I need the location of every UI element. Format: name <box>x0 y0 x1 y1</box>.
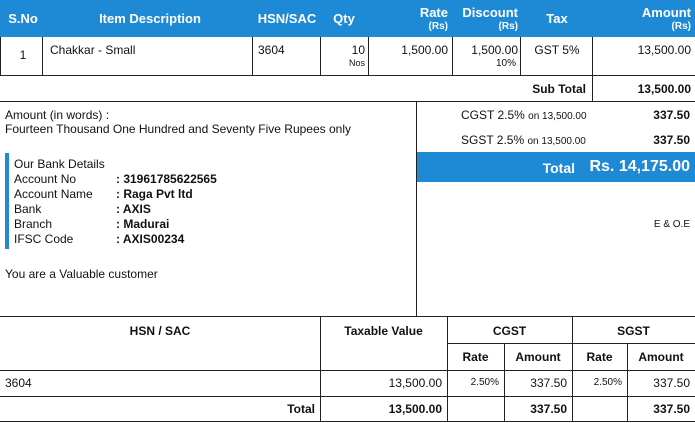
item-hsn-sac: 3604 <box>258 43 285 57</box>
item-description: Chakkar - Small <box>50 43 136 57</box>
subtotal-label: Sub Total <box>532 82 586 96</box>
bank-label-bank: Bank <box>14 202 42 216</box>
hsn-row-cgst-rate: 2.50% <box>470 377 499 388</box>
sgst-label-text: SGST 2.5% <box>461 133 525 147</box>
divider <box>0 37 1 75</box>
header-tax: Tax <box>546 11 568 26</box>
subtotal-value: 13,500.00 <box>637 82 691 96</box>
header-discount: Discount <box>462 5 518 20</box>
header-rate-unit: (Rs) <box>428 21 448 32</box>
divider <box>252 37 253 75</box>
divider <box>320 316 321 422</box>
hsn-row-sgst-amount: 337.50 <box>653 376 690 390</box>
customer-note: You are a Valuable customer <box>5 267 158 281</box>
bank-label-branch: Branch <box>14 217 53 231</box>
divider <box>0 101 695 102</box>
total-value: Rs. 14,175.00 <box>589 158 690 175</box>
bank-value-account-name: : Raga Pvt ltd <box>116 187 193 201</box>
divider <box>0 396 695 397</box>
divider <box>0 421 695 422</box>
bank-accent-bar <box>5 153 9 249</box>
amount-in-words-value: Fourteen Thousand One Hundred and Sevent… <box>5 122 351 136</box>
bank-value-ifsc: : AXIS00234 <box>116 232 185 246</box>
item-qty-unit: Nos <box>348 58 365 68</box>
header-qty: Qty <box>333 11 355 26</box>
hsn-total-label: Total <box>287 402 315 416</box>
hsn-row-sgst-rate: 2.50% <box>593 377 622 388</box>
divider <box>42 37 43 75</box>
item-rate: 1,500.00 <box>401 43 448 57</box>
hsn-total-taxable-value: 13,500.00 <box>388 402 442 416</box>
eoe-text: E & O.E <box>653 219 690 230</box>
bank-label-ifsc: IFSC Code <box>14 232 74 246</box>
divider <box>0 370 695 371</box>
bank-label-account-name: Account Name <box>14 187 93 201</box>
divider <box>368 37 369 75</box>
item-sno: 1 <box>19 48 27 62</box>
hsn-header-cgst-rate: Rate <box>462 350 489 364</box>
bank-value-bank: : AXIS <box>116 202 151 216</box>
header-hsn-sac: HSN/SAC <box>257 11 317 26</box>
divider <box>504 343 505 422</box>
hsn-total-cgst-amount: 337.50 <box>530 402 567 416</box>
divider <box>447 343 695 344</box>
sgst-on-amount: on 13,500.00 <box>527 136 586 147</box>
bank-label-account-no: Account No <box>14 172 77 186</box>
bank-value-branch: : Madurai <box>116 217 170 231</box>
hsn-header-sgst: SGST <box>617 324 650 338</box>
header-sno: S.No <box>8 11 38 26</box>
header-amount: Amount <box>641 5 691 20</box>
bank-title: Our Bank Details <box>14 157 105 171</box>
cgst-label: CGST 2.5% on 13,500.00 <box>461 108 587 122</box>
items-table-header <box>0 0 695 37</box>
hsn-header-taxable-value: Taxable Value <box>344 324 423 338</box>
sgst-value: 337.50 <box>653 133 690 147</box>
item-qty: 10 <box>351 43 365 57</box>
amount-in-words-label: Amount (in words) : <box>5 108 110 122</box>
divider <box>416 101 417 316</box>
header-amount-unit: (Rs) <box>671 21 691 32</box>
cgst-value: 337.50 <box>653 108 690 122</box>
divider <box>447 316 448 422</box>
cgst-on-amount: on 13,500.00 <box>528 111 587 122</box>
item-discount: 1,500.00 <box>471 43 518 57</box>
header-rate: Rate <box>419 5 448 20</box>
divider <box>627 343 628 422</box>
item-discount-pct: 10% <box>495 58 516 69</box>
divider <box>320 37 321 75</box>
item-tax: GST 5% <box>534 43 580 57</box>
hsn-row-taxable-value: 13,500.00 <box>388 376 442 390</box>
hsn-row-cgst-amount: 337.50 <box>530 376 567 390</box>
hsn-row-hsn-sac: 3604 <box>5 376 32 390</box>
hsn-header-hsn-sac: HSN / SAC <box>129 324 191 338</box>
divider <box>592 37 593 101</box>
hsn-total-sgst-amount: 337.50 <box>653 402 690 416</box>
sgst-label: SGST 2.5% on 13,500.00 <box>461 133 586 147</box>
total-bar <box>417 152 695 182</box>
divider <box>520 37 521 75</box>
cgst-label-text: CGST 2.5% <box>461 108 525 122</box>
bank-value-account-no: : 31961785622565 <box>116 172 217 186</box>
header-item-description: Item Description <box>99 11 201 26</box>
hsn-header-cgst: CGST <box>492 324 527 338</box>
hsn-header-cgst-amount: Amount <box>515 350 561 364</box>
divider <box>452 37 453 75</box>
item-amount: 13,500.00 <box>637 43 691 57</box>
header-discount-unit: (Rs) <box>498 21 518 32</box>
hsn-header-sgst-amount: Amount <box>638 350 684 364</box>
divider <box>572 316 573 422</box>
divider <box>0 75 695 76</box>
divider <box>0 316 695 317</box>
total-label: Total <box>542 160 575 176</box>
hsn-header-sgst-rate: Rate <box>586 350 613 364</box>
